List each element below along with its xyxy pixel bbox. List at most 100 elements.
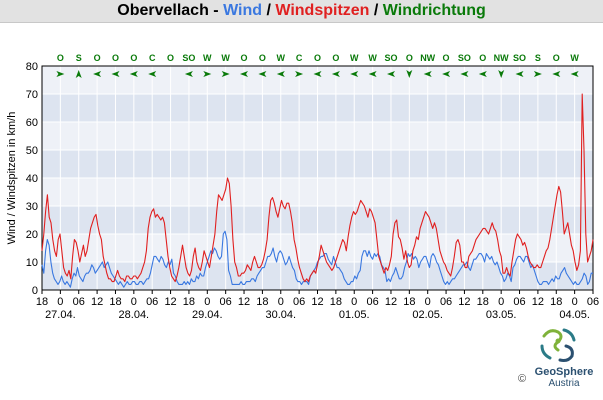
direction-arrow-icon [515, 71, 524, 77]
x-hour-label: 06 [587, 296, 599, 308]
direction-arrow-icon [552, 71, 561, 77]
x-hour-label: 06 [73, 296, 85, 308]
direction-arrow-icon [350, 71, 359, 77]
direction-arrow-icon [203, 71, 212, 77]
y-tick-label: 80 [26, 61, 38, 73]
direction-label: S [76, 53, 82, 63]
x-hour-label: 0 [57, 296, 63, 308]
x-date-label: 29.04. [192, 309, 223, 321]
x-hour-label: 0 [278, 296, 284, 308]
x-hour-label: 06 [146, 296, 158, 308]
chart-title: Obervellach - Wind / Windspitzen / Windr… [0, 0, 603, 23]
direction-arrow-icon [368, 71, 377, 77]
title-wind: Wind [223, 2, 263, 19]
direction-label: O [553, 53, 560, 63]
direction-label: SO [384, 53, 397, 63]
direction-label: O [332, 53, 339, 63]
direction-label: O [259, 53, 266, 63]
x-hour-label: 18 [330, 296, 342, 308]
plot-frame [41, 65, 594, 291]
x-hour-label: 0 [572, 296, 578, 308]
x-date-label: 01.05. [339, 309, 370, 321]
title-slash-2: / [369, 2, 383, 19]
direction-label: W [203, 53, 212, 63]
x-hour-label: 06 [366, 296, 378, 308]
title-sep: - [208, 2, 224, 19]
direction-arrow-icon [423, 71, 432, 77]
direction-label: W [570, 53, 579, 63]
direction-label: W [368, 53, 377, 63]
direction-label: O [406, 53, 413, 63]
title-station: Obervellach [117, 2, 209, 19]
x-hour-label: 18 [36, 296, 48, 308]
direction-arrow-icon [498, 70, 505, 78]
x-hour-label: 18 [256, 296, 268, 308]
direction-arrow-icon [240, 71, 248, 77]
direction-arrow-icon [295, 71, 304, 77]
x-date-label: 02.05. [412, 309, 443, 321]
direction-arrow-icon [93, 71, 102, 77]
gust-line [41, 93, 594, 283]
direction-label: O [94, 53, 101, 63]
x-hour-label: 18 [550, 296, 562, 308]
direction-arrow-icon [56, 71, 65, 77]
y-tick-label: 60 [26, 117, 38, 129]
x-date-label: 03.05. [486, 309, 517, 321]
direction-label: O [167, 53, 174, 63]
direction-arrow-icon [331, 71, 340, 77]
direction-label: O [479, 53, 486, 63]
direction-arrow-icon [313, 71, 322, 77]
direction-arrow-icon [184, 71, 193, 77]
direction-label: SO [513, 53, 526, 63]
direction-arrow-icon [406, 70, 413, 78]
x-hour-label: 18 [477, 296, 489, 308]
direction-arrow-icon [111, 71, 120, 77]
direction-arrow-icon [129, 71, 138, 77]
x-hour-label: 12 [458, 296, 470, 308]
y-tick-label: 20 [26, 229, 38, 241]
x-date-label: 30.04. [265, 309, 296, 321]
y-tick-label: 70 [26, 89, 38, 101]
x-hour-label: 0 [351, 296, 357, 308]
x-date-label: 04.05. [559, 309, 590, 321]
y-axis-label: Wind / Windspitzen in km/h [6, 112, 18, 245]
x-hour-label: 06 [513, 296, 525, 308]
geosphere-logo: GeoSphere Austria [528, 322, 598, 397]
direction-label: O [112, 53, 119, 63]
direction-arrow-icon [442, 71, 451, 77]
direction-label: S [535, 53, 541, 63]
y-tick-label: 50 [26, 145, 38, 157]
direction-label: W [277, 53, 286, 63]
wind-line [41, 230, 593, 288]
direction-label: O [130, 53, 137, 63]
geosphere-logo-icon [537, 323, 579, 365]
direction-arrow-icon [570, 71, 579, 77]
title-slash-1: / [262, 2, 276, 19]
y-tick-label: 40 [26, 173, 38, 185]
logo-country: Austria [548, 378, 580, 389]
direction-arrow-icon [478, 71, 487, 77]
direction-arrow-icon [460, 71, 469, 77]
direction-arrow-icon [148, 71, 157, 77]
direction-arrow-icon [533, 71, 542, 77]
x-hour-label: 0 [425, 296, 431, 308]
direction-label: C [296, 53, 303, 63]
direction-label: SO [182, 53, 195, 63]
title-direction: Windrichtung [382, 2, 486, 19]
direction-label: O [241, 53, 248, 63]
x-hour-label: 12 [164, 296, 176, 308]
direction-label: NW [494, 53, 509, 63]
x-hour-label: 12 [91, 296, 103, 308]
x-hour-label: 12 [311, 296, 323, 308]
x-hour-label: 06 [220, 296, 232, 308]
direction-label: O [57, 53, 64, 63]
x-hour-label: 0 [131, 296, 137, 308]
x-hour-label: 06 [440, 296, 452, 308]
x-hour-label: 18 [183, 296, 195, 308]
direction-label: SO [458, 53, 471, 63]
direction-arrow-icon [258, 71, 267, 77]
title-gusts: Windspitzen [275, 2, 370, 19]
x-hour-label: 12 [238, 296, 250, 308]
direction-arrow-icon [221, 71, 230, 77]
